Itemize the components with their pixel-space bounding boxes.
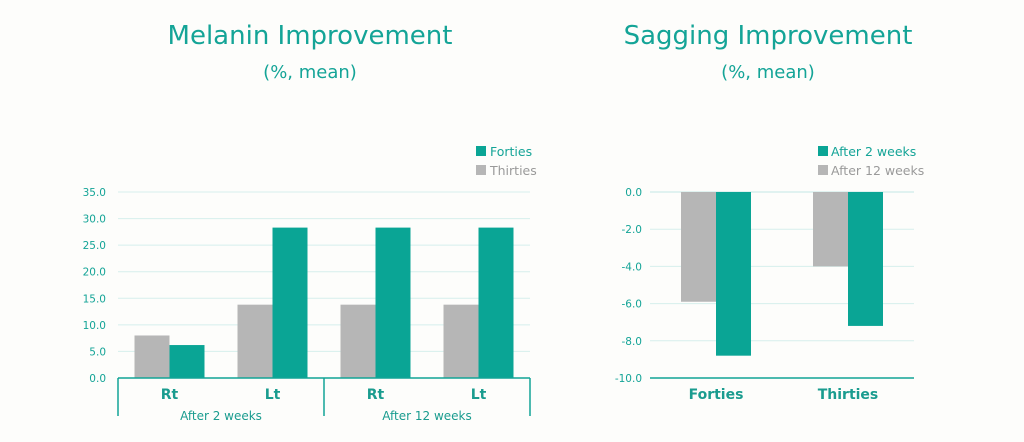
legend-swatch-after-12-weeks bbox=[818, 165, 828, 175]
y-tick-label: 20.0 bbox=[83, 267, 106, 279]
bar-thirties bbox=[340, 304, 376, 378]
bar-thirties bbox=[237, 304, 273, 378]
x-category-label: Thirties bbox=[818, 387, 879, 403]
x-category-label: Forties bbox=[689, 387, 744, 403]
bar-forties bbox=[169, 345, 205, 378]
legend-label-thirties: Thirties bbox=[489, 163, 537, 178]
bar-after-2-weeks bbox=[848, 192, 883, 326]
sagging-chart: 0.0 -2.0 -4.0 -6.0 -8.0 -10.0 Forties Thirties A… bbox=[615, 144, 924, 403]
x-group-label: After 2 weeks bbox=[180, 409, 262, 423]
bar-after-12-weeks bbox=[813, 192, 848, 267]
y-tick-label: 35.0 bbox=[83, 187, 106, 199]
y-tick-label: -10.0 bbox=[615, 373, 642, 385]
y-tick-label: 15.0 bbox=[83, 293, 106, 305]
legend-label-forties: Forties bbox=[490, 144, 532, 159]
bar-after-2-weeks bbox=[716, 192, 751, 356]
x-group-label: After 12 weeks bbox=[382, 409, 472, 423]
y-tick-label: 0.0 bbox=[625, 187, 642, 199]
x-category-label: Rt bbox=[367, 387, 385, 403]
sagging-title: Sagging Improvement bbox=[624, 21, 913, 51]
bar-thirties bbox=[443, 304, 479, 378]
y-tick-label: 10.0 bbox=[83, 320, 106, 332]
y-tick-label: 30.0 bbox=[83, 214, 106, 226]
y-tick-label: -4.0 bbox=[622, 261, 643, 273]
y-tick-label: 5.0 bbox=[89, 346, 106, 358]
y-tick-label: -2.0 bbox=[622, 224, 643, 236]
legend-swatch-after-2-weeks bbox=[818, 146, 828, 156]
sagging-subtitle: (%, mean) bbox=[721, 62, 815, 83]
bar-after-12-weeks bbox=[681, 192, 716, 302]
bar-forties bbox=[272, 227, 308, 378]
bar-forties bbox=[375, 227, 411, 378]
melanin-subtitle: (%, mean) bbox=[263, 62, 357, 83]
bar-thirties bbox=[134, 335, 170, 378]
legend-label-after-12-weeks: After 12 weeks bbox=[831, 163, 924, 178]
y-tick-label: -6.0 bbox=[622, 299, 643, 311]
legend-label-after-2-weeks: After 2 weeks bbox=[831, 144, 916, 159]
melanin-title: Melanin Improvement bbox=[168, 21, 453, 51]
melanin-chart: 0.05.010.015.020.025.030.035.0Rt Lt Rt LtAf… bbox=[83, 144, 537, 423]
legend-swatch-thirties bbox=[476, 165, 486, 175]
x-category-label: Lt bbox=[471, 387, 487, 403]
y-tick-label: -8.0 bbox=[622, 336, 643, 348]
bar-forties bbox=[478, 227, 514, 378]
x-category-label: Rt bbox=[161, 387, 179, 403]
y-tick-label: 0.0 bbox=[89, 373, 106, 385]
legend-swatch-forties bbox=[476, 146, 486, 156]
y-tick-label: 25.0 bbox=[83, 240, 106, 252]
x-category-label: Lt bbox=[265, 387, 281, 403]
